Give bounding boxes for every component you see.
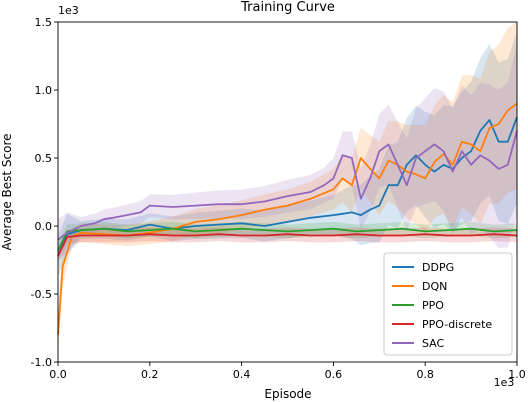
series-line-dqn [57,102,518,335]
y-tick-label: 1.5 [35,16,53,29]
y-tick-label: 0.5 [35,152,53,165]
x-tick-label: 0.4 [233,368,251,381]
x-tick-label: 1.0 [508,368,526,381]
x-tick-label: 0.8 [416,368,434,381]
legend-label-ppo: PPO [422,299,444,312]
legend-label-dqn: DQN [422,280,447,293]
legend-label-ppo-discrete: PPO-discrete [422,318,492,331]
band-dqn [58,22,517,356]
legend: DDPG DQN PPO PPO-discrete SAC [383,252,513,356]
chart-title: Training Curve [240,0,335,15]
band-ddpg [58,31,517,277]
plot-frame [57,21,518,363]
y-tick-label: -1.0 [31,356,52,369]
x-tick-label: 0.6 [325,368,343,381]
legend-box [383,252,513,356]
y-tick-label: -0.5 [31,288,52,301]
x-axis-ticks: 0.0 0.2 0.4 0.6 0.8 1.0 [49,362,526,381]
x-tick-label: 0.0 [49,368,67,381]
series-line-ppo-discrete [57,233,518,257]
x-multiplier-label: 1e3 [494,376,515,389]
y-axis-ticks: -1.0 -0.5 0.0 0.5 1.0 1.5 [31,16,58,369]
series-line-ddpg [57,116,518,257]
series-lines [57,102,518,335]
series-line-ppo [57,227,518,251]
y-tick-label: 1.0 [35,84,53,97]
series-line-sac [57,130,518,241]
legend-label-sac: SAC [422,337,445,350]
band-ppo [58,221,517,258]
y-tick-label: 0.0 [35,220,53,233]
legend-label-ddpg: DDPG [422,261,454,274]
y-axis-label: Average Best Score [0,133,14,250]
y-multiplier-label: 1e3 [58,4,79,17]
x-axis-label: Episode [264,387,311,401]
x-tick-label: 0.2 [141,368,159,381]
